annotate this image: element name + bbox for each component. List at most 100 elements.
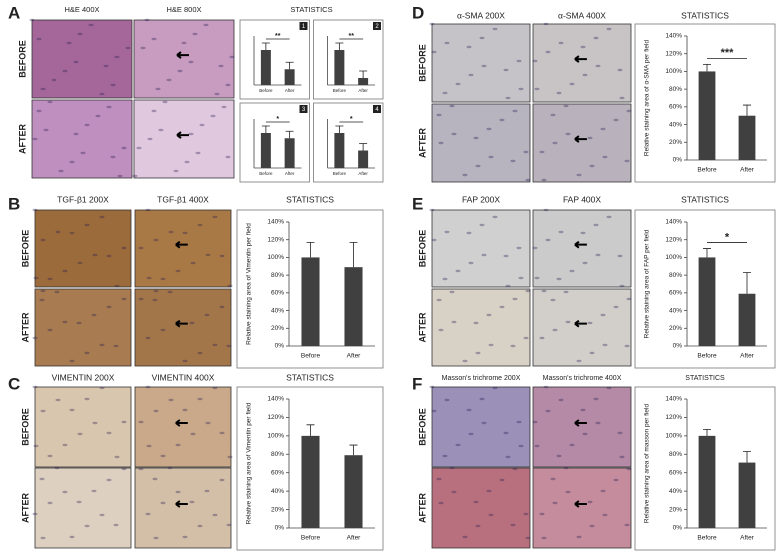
cell-texture	[153, 289, 159, 293]
cell-texture	[160, 277, 166, 281]
cell-texture	[550, 477, 556, 481]
cell-texture	[182, 408, 188, 412]
cell-texture	[84, 351, 90, 355]
cell-texture	[518, 276, 524, 280]
cell-texture	[523, 336, 529, 340]
cell-texture	[556, 277, 562, 281]
cell-texture	[617, 254, 623, 258]
cell-texture	[146, 444, 152, 448]
bar	[344, 267, 363, 346]
cell-texture	[468, 432, 474, 436]
cell-texture	[499, 118, 505, 122]
x-tick-label: Before	[301, 535, 321, 542]
cell-texture	[192, 32, 198, 36]
cell-texture	[600, 489, 606, 493]
cell-texture	[33, 276, 39, 280]
bar	[301, 257, 320, 346]
cell-texture	[563, 290, 569, 294]
error-bar	[743, 104, 751, 116]
cell-texture	[168, 230, 174, 234]
cell-texture	[436, 113, 442, 117]
cell-texture	[121, 420, 127, 424]
cell-texture	[617, 431, 623, 435]
cell-texture	[563, 466, 569, 470]
column-header: Masson's trichrome 400X	[543, 375, 622, 382]
error-bar	[285, 130, 294, 139]
cell-texture	[525, 536, 531, 540]
micrograph	[34, 467, 132, 549]
error-bar	[703, 429, 711, 436]
cell-texture	[117, 174, 123, 178]
cell-texture	[29, 18, 35, 22]
row-label: AFTER	[20, 493, 30, 523]
cell-texture	[160, 328, 166, 332]
cell-texture	[136, 146, 142, 150]
cell-texture	[451, 132, 457, 136]
significance-label: ***	[721, 47, 735, 59]
cell-texture	[184, 160, 190, 164]
cell-texture	[503, 68, 509, 72]
cell-texture	[73, 60, 79, 64]
cell-texture	[624, 344, 630, 348]
cell-texture	[545, 238, 551, 242]
y-tick-label: 80%	[669, 451, 682, 458]
cell-texture	[121, 246, 127, 250]
cell-texture	[62, 269, 68, 273]
cell-texture	[226, 523, 232, 527]
cell-texture	[125, 46, 131, 50]
cell-texture	[552, 141, 558, 145]
column-header: STATISTICS	[685, 375, 725, 382]
micrograph	[34, 209, 132, 288]
cell-texture	[47, 328, 53, 332]
cell-texture	[106, 478, 112, 482]
micrograph	[133, 99, 235, 179]
cell-texture	[438, 328, 444, 332]
cell-texture	[146, 276, 152, 280]
cell-texture	[532, 246, 538, 250]
chart-badge-label: 2	[375, 24, 379, 30]
row-label: AFTER	[17, 124, 27, 154]
cell-texture	[51, 78, 57, 82]
cell-texture	[173, 169, 179, 173]
cell-texture	[175, 269, 181, 273]
cell-texture	[77, 432, 83, 436]
cell-texture	[225, 155, 231, 159]
significance-label: **	[275, 33, 281, 40]
cell-texture	[91, 313, 97, 317]
micrograph	[134, 288, 232, 367]
y-axis-label: Relative staining area of Vimentin per f…	[246, 223, 253, 345]
cell-texture	[199, 123, 205, 127]
cell-texture	[69, 408, 75, 412]
error-bar	[349, 444, 358, 456]
cell-texture	[550, 298, 556, 302]
chart-badge-label: 4	[375, 107, 379, 113]
cell-texture	[431, 50, 437, 54]
cell-texture	[99, 92, 105, 96]
cell-texture	[47, 277, 53, 281]
cell-texture	[189, 500, 195, 504]
cell-texture	[69, 231, 75, 235]
y-tick-label: 60%	[669, 104, 682, 111]
y-tick-label: 140%	[665, 33, 682, 40]
cell-texture	[188, 132, 194, 136]
micrograph	[133, 19, 235, 99]
arrow	[176, 51, 189, 59]
cell-texture	[510, 344, 516, 348]
cell-texture	[36, 109, 42, 113]
cell-texture	[587, 136, 593, 140]
column-header: Masson's trichrome 200X	[442, 375, 521, 382]
cell-texture	[505, 284, 511, 288]
cell-texture	[539, 512, 545, 516]
cell-texture	[569, 443, 575, 447]
cell-texture	[84, 123, 90, 127]
y-tick-label: 120%	[665, 236, 682, 243]
y-tick-label: 0%	[275, 343, 285, 350]
cell-texture	[468, 73, 474, 77]
arrow	[175, 240, 188, 249]
cell-texture	[138, 246, 144, 250]
cell-texture	[121, 297, 127, 301]
cell-texture	[62, 490, 68, 494]
cell-texture	[505, 455, 511, 459]
cell-texture	[227, 284, 233, 288]
chart-badge	[373, 105, 381, 113]
